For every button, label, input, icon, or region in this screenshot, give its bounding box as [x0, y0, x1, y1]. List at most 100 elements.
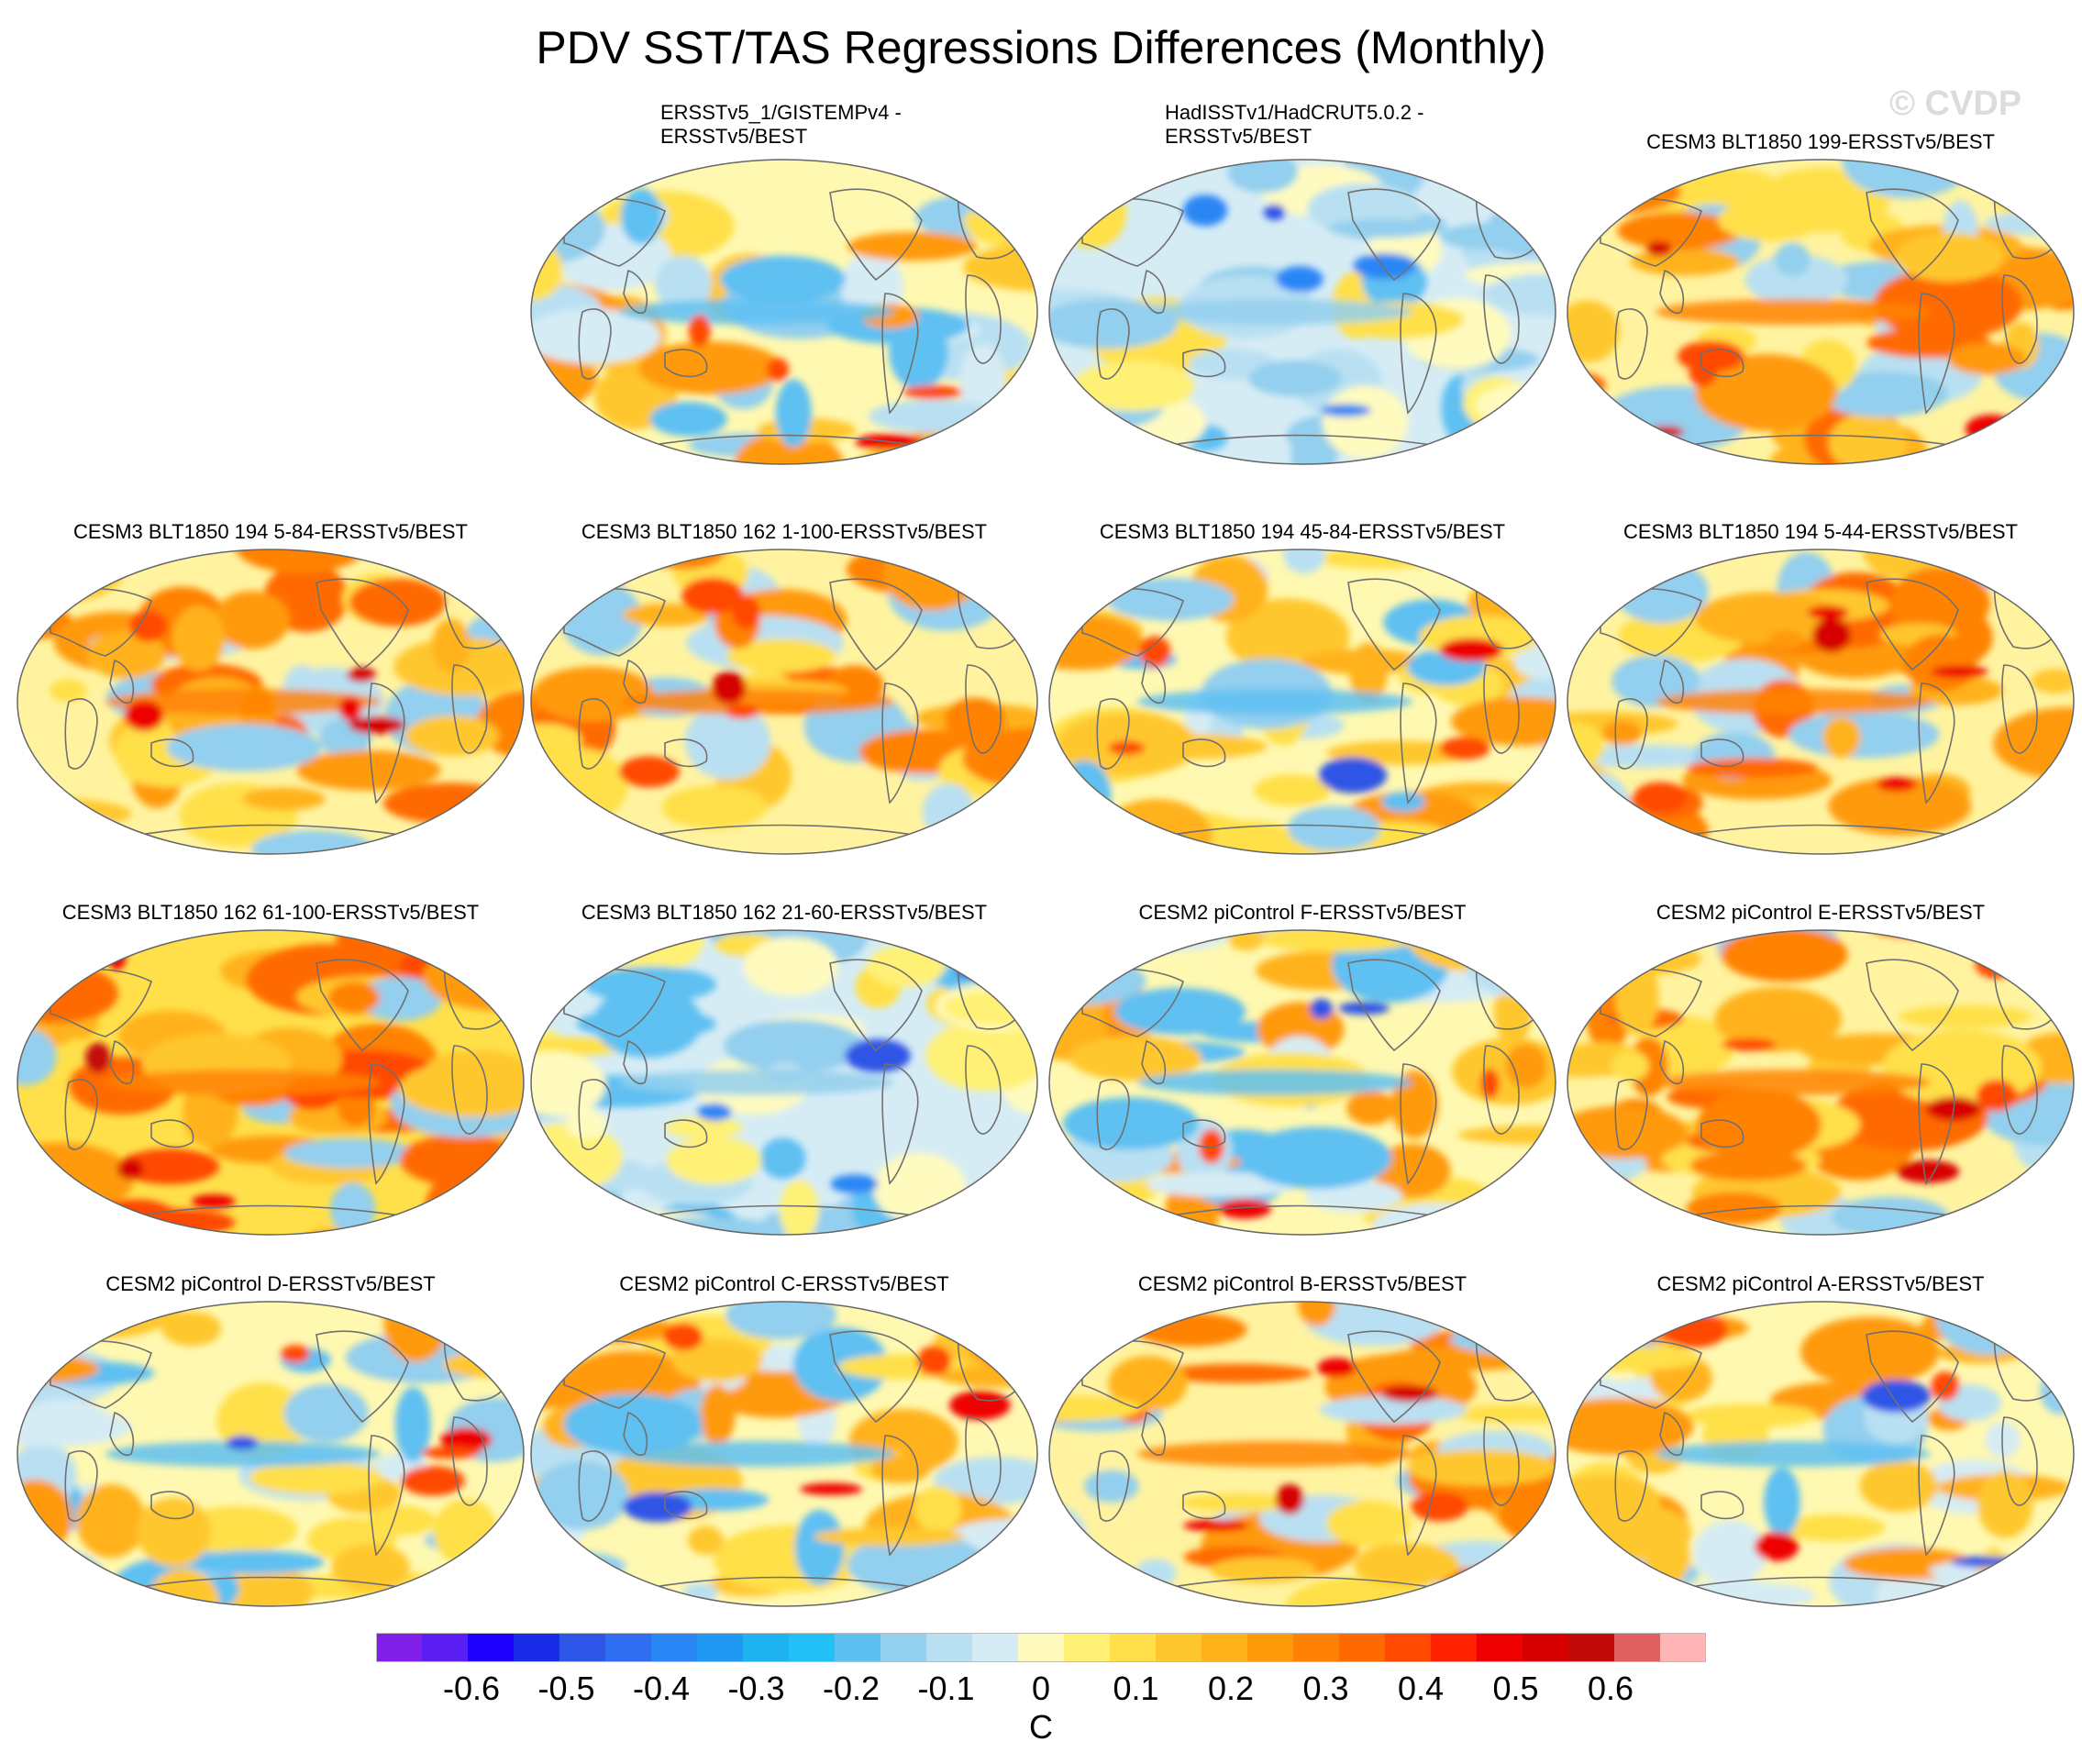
- coastline: [64, 698, 98, 770]
- equatorial-band: [1137, 689, 1412, 715]
- colorbar-tick-label: 0.2: [1207, 1670, 1255, 1707]
- map-panel-p1: ERSSTv5_1/GISTEMPv4 - ERSSTv5/BEST: [527, 101, 1041, 468]
- equatorial-band: [1137, 1441, 1412, 1467]
- anomaly-patch: [925, 1019, 1037, 1092]
- map-border: [530, 549, 1038, 855]
- equatorial-band: [1656, 1070, 1931, 1095]
- equatorial-band: [619, 1441, 894, 1467]
- anomaly-field: [1567, 930, 2074, 1235]
- anomaly-patch: [2010, 188, 2063, 217]
- strong-anomaly-patch: [1321, 404, 1371, 417]
- coastline: [1866, 1330, 1959, 1424]
- anomaly-patch: [17, 1302, 43, 1370]
- anomaly-patch: [235, 549, 366, 573]
- anomaly-patch: [531, 1332, 559, 1383]
- anomaly-patch: [1160, 1363, 1313, 1383]
- anomaly-patch: [565, 1109, 607, 1139]
- anomaly-patch: [1980, 549, 2060, 575]
- map-border: [530, 929, 1038, 1236]
- anomaly-patch: [759, 1137, 806, 1180]
- coastline: [1614, 1450, 1648, 1522]
- strong-anomaly-patch: [1139, 636, 1171, 668]
- colorbar-swatch: [422, 1633, 469, 1662]
- anomaly-patch: [1429, 439, 1514, 464]
- colorbar-tick-label: -0.5: [537, 1670, 595, 1707]
- panel-title-line: ERSSTv5/BEST: [660, 125, 808, 148]
- map-panel-p13: CESM2 piControl C-ERSSTv5/BEST: [527, 1243, 1041, 1610]
- coastline: [1483, 664, 1520, 754]
- anomaly-patch: [531, 1037, 625, 1058]
- strong-anomaly-patch: [949, 1390, 1011, 1421]
- anomaly-patch: [1977, 1470, 2033, 1538]
- colorbar-tick-label: -0.1: [917, 1670, 975, 1707]
- anomaly-patch: [531, 747, 628, 825]
- anomaly-patch: [368, 1505, 437, 1536]
- strong-anomaly-patch: [1182, 1519, 1249, 1532]
- strong-anomaly-patch: [1182, 194, 1228, 227]
- strong-anomaly-patch: [1931, 665, 1988, 679]
- map-panel-p3: CESM3 BLT1850 199-ERSSTv5/BEST: [1564, 101, 2077, 468]
- strong-anomaly-patch: [618, 756, 680, 788]
- coastline: [965, 274, 1002, 364]
- strong-anomaly-patch: [916, 1346, 952, 1376]
- coastline: [64, 1079, 98, 1150]
- coastline: [881, 1435, 919, 1557]
- anomaly-patch: [213, 591, 291, 649]
- coastline: [1182, 349, 1226, 378]
- anomaly-patch: [1349, 642, 1388, 704]
- coastline: [1659, 269, 1685, 314]
- coastline: [1700, 349, 1744, 378]
- coastline: [1347, 959, 1441, 1052]
- anomaly-patch: [1049, 1395, 1141, 1422]
- panel-title: CESM3 BLT1850 162 61-100-ERSSTv5/BEST: [61, 901, 480, 924]
- strong-anomaly-patch: [85, 1042, 111, 1073]
- strong-anomaly-patch: [712, 671, 747, 704]
- colorbar-tick-label: 0.4: [1397, 1670, 1445, 1707]
- coastline: [1096, 1079, 1130, 1150]
- coastline: [1096, 308, 1130, 380]
- anomaly-patch: [563, 1393, 703, 1455]
- map-border: [1048, 1301, 1556, 1607]
- strong-anomaly-patch: [338, 696, 362, 721]
- anomaly-patch: [565, 826, 639, 854]
- robinson-map: [1048, 1301, 1556, 1607]
- anomaly-patch: [161, 1311, 222, 1347]
- anomaly-patch: [1327, 218, 1438, 239]
- coastline: [451, 664, 488, 754]
- coastline: [1866, 578, 1959, 671]
- anomaly-patch: [1714, 987, 1843, 1052]
- anomaly-patch: [1390, 1071, 1439, 1139]
- anomaly-patch: [621, 188, 662, 245]
- coastline: [1400, 1063, 1437, 1185]
- map-border: [530, 1301, 1038, 1607]
- anomaly-patch: [1697, 1089, 1822, 1160]
- strong-anomaly-patch: [128, 610, 168, 642]
- anomaly-patch: [533, 1461, 629, 1530]
- strong-anomaly-patch: [1689, 359, 1717, 387]
- colorbar-tick-label: -0.2: [822, 1670, 880, 1707]
- anomaly-patch: [1718, 198, 1822, 241]
- anomaly-patch: [1107, 578, 1234, 621]
- map-panel-p14: CESM2 piControl B-ERSSTv5/BEST: [1046, 1243, 1559, 1610]
- map-panel-p15: CESM2 piControl A-ERSSTv5/BEST: [1564, 1243, 2077, 1610]
- anomaly-patch: [1611, 1050, 1649, 1082]
- strong-anomaly-patch: [348, 716, 405, 735]
- equatorial-band: [1137, 1070, 1412, 1095]
- anomaly-patch: [1567, 833, 1710, 854]
- strong-anomaly-patch: [960, 1188, 1009, 1219]
- anomaly-patch: [1459, 1205, 1556, 1235]
- anomaly-patch: [869, 1455, 931, 1484]
- coastline: [829, 578, 923, 671]
- colorbar: [376, 1633, 1706, 1662]
- anomaly-patch: [584, 966, 716, 1004]
- colorbar-swatch: [697, 1633, 744, 1662]
- robinson-map: [530, 1301, 1038, 1607]
- coastline: [1659, 1039, 1685, 1084]
- colorbar-swatch: [1202, 1633, 1248, 1662]
- colorbar-frame: [376, 1633, 1706, 1662]
- anomaly-patch: [398, 1060, 524, 1117]
- strong-anomaly-patch: [1754, 1532, 1800, 1561]
- map-panel-p9: CESM3 BLT1850 162 21-60-ERSSTv5/BEST: [527, 871, 1041, 1238]
- colorbar-swatch: [1568, 1633, 1615, 1662]
- anomaly-patch: [1049, 160, 1105, 183]
